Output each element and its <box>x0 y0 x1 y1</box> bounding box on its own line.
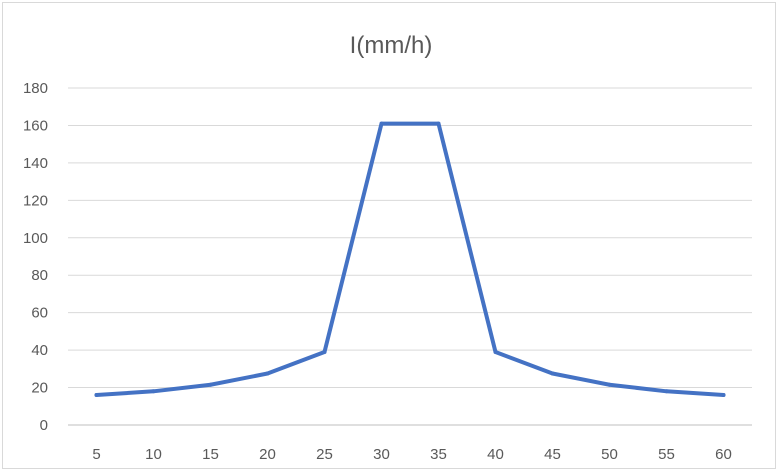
grid-lines <box>68 87 752 426</box>
data-point <box>208 382 213 387</box>
y-tick-label: 40 <box>31 342 48 359</box>
x-tick-label: 55 <box>658 446 675 463</box>
y-tick-label: 100 <box>23 230 48 247</box>
x-axis-ticks: 5 10 15 20 25 30 35 40 45 50 55 60 <box>92 446 732 463</box>
data-point <box>550 371 555 376</box>
y-axis-ticks: 0 20 40 60 80 100 120 140 160 180 <box>23 80 48 434</box>
data-point <box>151 389 156 394</box>
x-tick-label: 40 <box>487 446 504 463</box>
x-tick-label: 60 <box>715 446 732 463</box>
x-tick-label: 15 <box>202 446 219 463</box>
y-tick-label: 0 <box>40 417 48 434</box>
y-tick-label: 80 <box>31 267 48 284</box>
x-tick-label: 20 <box>259 446 276 463</box>
y-tick-label: 120 <box>23 192 48 209</box>
series-line <box>94 121 726 398</box>
data-point <box>607 382 612 387</box>
y-tick-label: 180 <box>23 80 48 97</box>
y-tick-label: 140 <box>23 155 48 172</box>
y-tick-label: 60 <box>31 305 48 322</box>
data-point <box>721 393 726 398</box>
data-point <box>94 393 99 398</box>
x-tick-label: 35 <box>430 446 447 463</box>
x-tick-label: 45 <box>544 446 561 463</box>
data-point <box>379 121 384 126</box>
x-tick-label: 5 <box>92 446 100 463</box>
chart-title: I(mm/h) <box>350 32 433 59</box>
data-point <box>493 349 498 354</box>
y-tick-label: 20 <box>31 380 48 397</box>
x-tick-label: 10 <box>145 446 162 463</box>
series-layer <box>94 121 726 398</box>
data-point <box>436 121 441 126</box>
x-tick-label: 25 <box>316 446 333 463</box>
x-tick-label: 50 <box>601 446 618 463</box>
data-point <box>265 371 270 376</box>
data-point <box>664 389 669 394</box>
x-tick-label: 30 <box>373 446 390 463</box>
data-point <box>322 349 327 354</box>
y-tick-label: 160 <box>23 117 48 134</box>
